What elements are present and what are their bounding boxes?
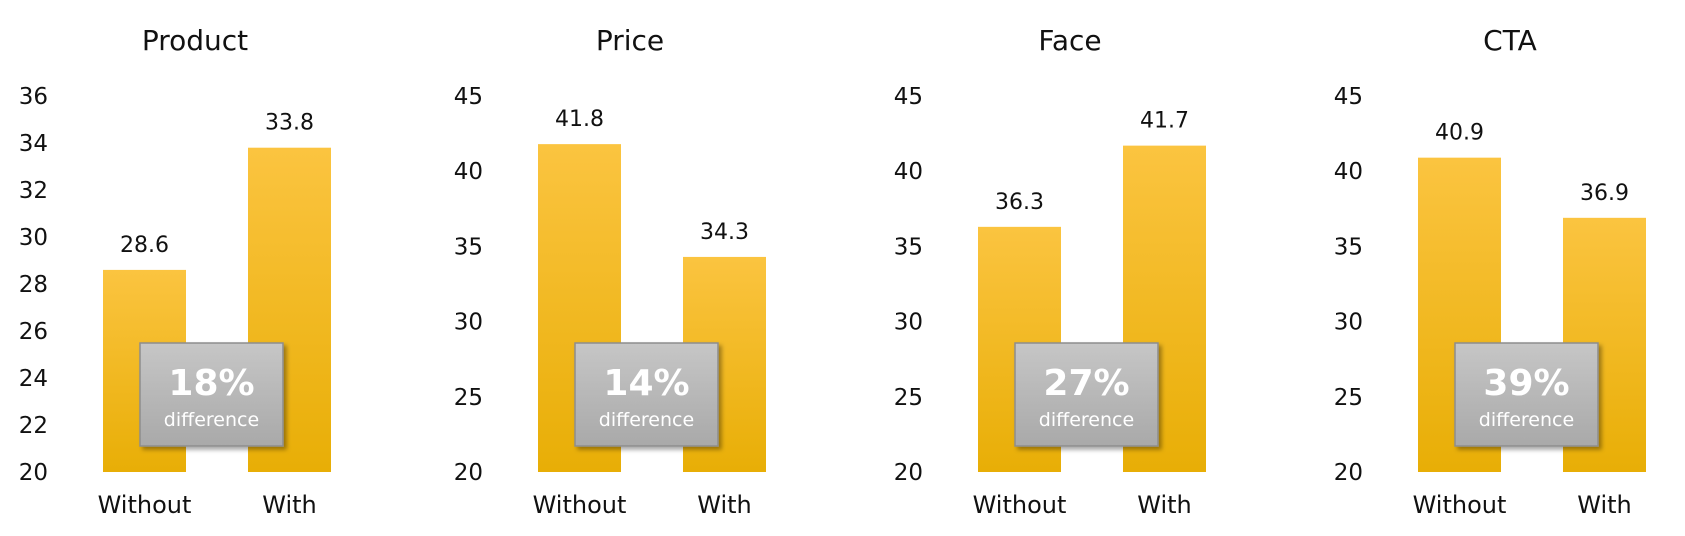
category-label: With <box>262 491 317 519</box>
y-tick-label: 28 <box>19 272 48 298</box>
value-label: 33.8 <box>265 111 314 136</box>
badge-box <box>139 342 284 447</box>
y-tick-label: 35 <box>894 234 923 260</box>
badge-percent: 27% <box>1043 363 1129 404</box>
y-tick-label: 40 <box>454 159 483 185</box>
y-tick-label: 20 <box>1334 460 1363 486</box>
badge-label: difference <box>599 409 694 431</box>
category-label: Without <box>98 491 192 519</box>
y-tick-label: 40 <box>1334 159 1363 185</box>
category-label: With <box>1577 491 1632 519</box>
value-label: 36.9 <box>1580 181 1629 206</box>
y-tick-label: 25 <box>454 385 483 411</box>
value-label: 40.9 <box>1435 121 1484 146</box>
chart-cta: CTA 20 25 30 35 40 45 40.9 Without 36.9 With 39% dif… <box>1334 24 1646 519</box>
y-tick-label: 40 <box>894 159 923 185</box>
value-label: 41.7 <box>1140 109 1189 134</box>
chart-price: Price 20 25 30 35 40 45 41.8 Without 34.3 With 14% d… <box>454 24 766 519</box>
category-label: With <box>697 491 752 519</box>
badge-box <box>1014 342 1159 447</box>
value-label: 28.6 <box>120 233 169 258</box>
chart-face: Face 20 25 30 35 40 45 36.3 Without 41.7 With 27% di… <box>894 24 1206 519</box>
y-tick-label: 35 <box>454 234 483 260</box>
chart-title: Price <box>596 24 664 57</box>
y-tick-label: 20 <box>454 460 483 486</box>
badge-label: difference <box>164 409 259 431</box>
badge-percent: 18% <box>168 363 254 404</box>
y-tick-label: 32 <box>19 178 48 204</box>
y-tick-label: 30 <box>1334 310 1363 336</box>
category-label: Without <box>1413 491 1507 519</box>
y-tick-label: 20 <box>19 460 48 486</box>
y-tick-label: 24 <box>19 366 48 392</box>
y-tick-label: 30 <box>19 225 48 251</box>
badge-percent: 14% <box>603 363 689 404</box>
y-tick-label: 30 <box>454 310 483 336</box>
y-tick-label: 34 <box>19 131 48 157</box>
value-label: 36.3 <box>995 190 1044 215</box>
y-tick-label: 36 <box>19 84 48 110</box>
badge-box <box>1454 342 1599 447</box>
badge-percent: 39% <box>1483 363 1569 404</box>
difference-badge <box>1014 342 1159 447</box>
category-label: Without <box>533 491 627 519</box>
chart-product: Product 20 22 24 26 28 30 32 34 36 28.6 Without 33.8… <box>19 24 331 519</box>
difference-badge <box>139 342 284 447</box>
chart-title: Product <box>142 24 248 57</box>
y-tick-label: 20 <box>894 460 923 486</box>
y-tick-label: 30 <box>894 310 923 336</box>
y-tick-label: 45 <box>454 84 483 110</box>
y-tick-label: 35 <box>1334 234 1363 260</box>
value-label: 34.3 <box>700 220 749 245</box>
y-tick-label: 45 <box>1334 84 1363 110</box>
chart-title: Face <box>1038 24 1101 57</box>
y-tick-label: 25 <box>894 385 923 411</box>
badge-label: difference <box>1479 409 1574 431</box>
badge-box <box>574 342 719 447</box>
y-tick-label: 25 <box>1334 385 1363 411</box>
y-tick-label: 26 <box>19 319 48 345</box>
difference-badge <box>1454 342 1599 447</box>
category-label: Without <box>973 491 1067 519</box>
chart-title: CTA <box>1483 24 1537 57</box>
badge-label: difference <box>1039 409 1134 431</box>
difference-badge <box>574 342 719 447</box>
category-label: With <box>1137 491 1192 519</box>
y-tick-label: 22 <box>19 413 48 439</box>
value-label: 41.8 <box>555 107 604 132</box>
y-tick-label: 45 <box>894 84 923 110</box>
